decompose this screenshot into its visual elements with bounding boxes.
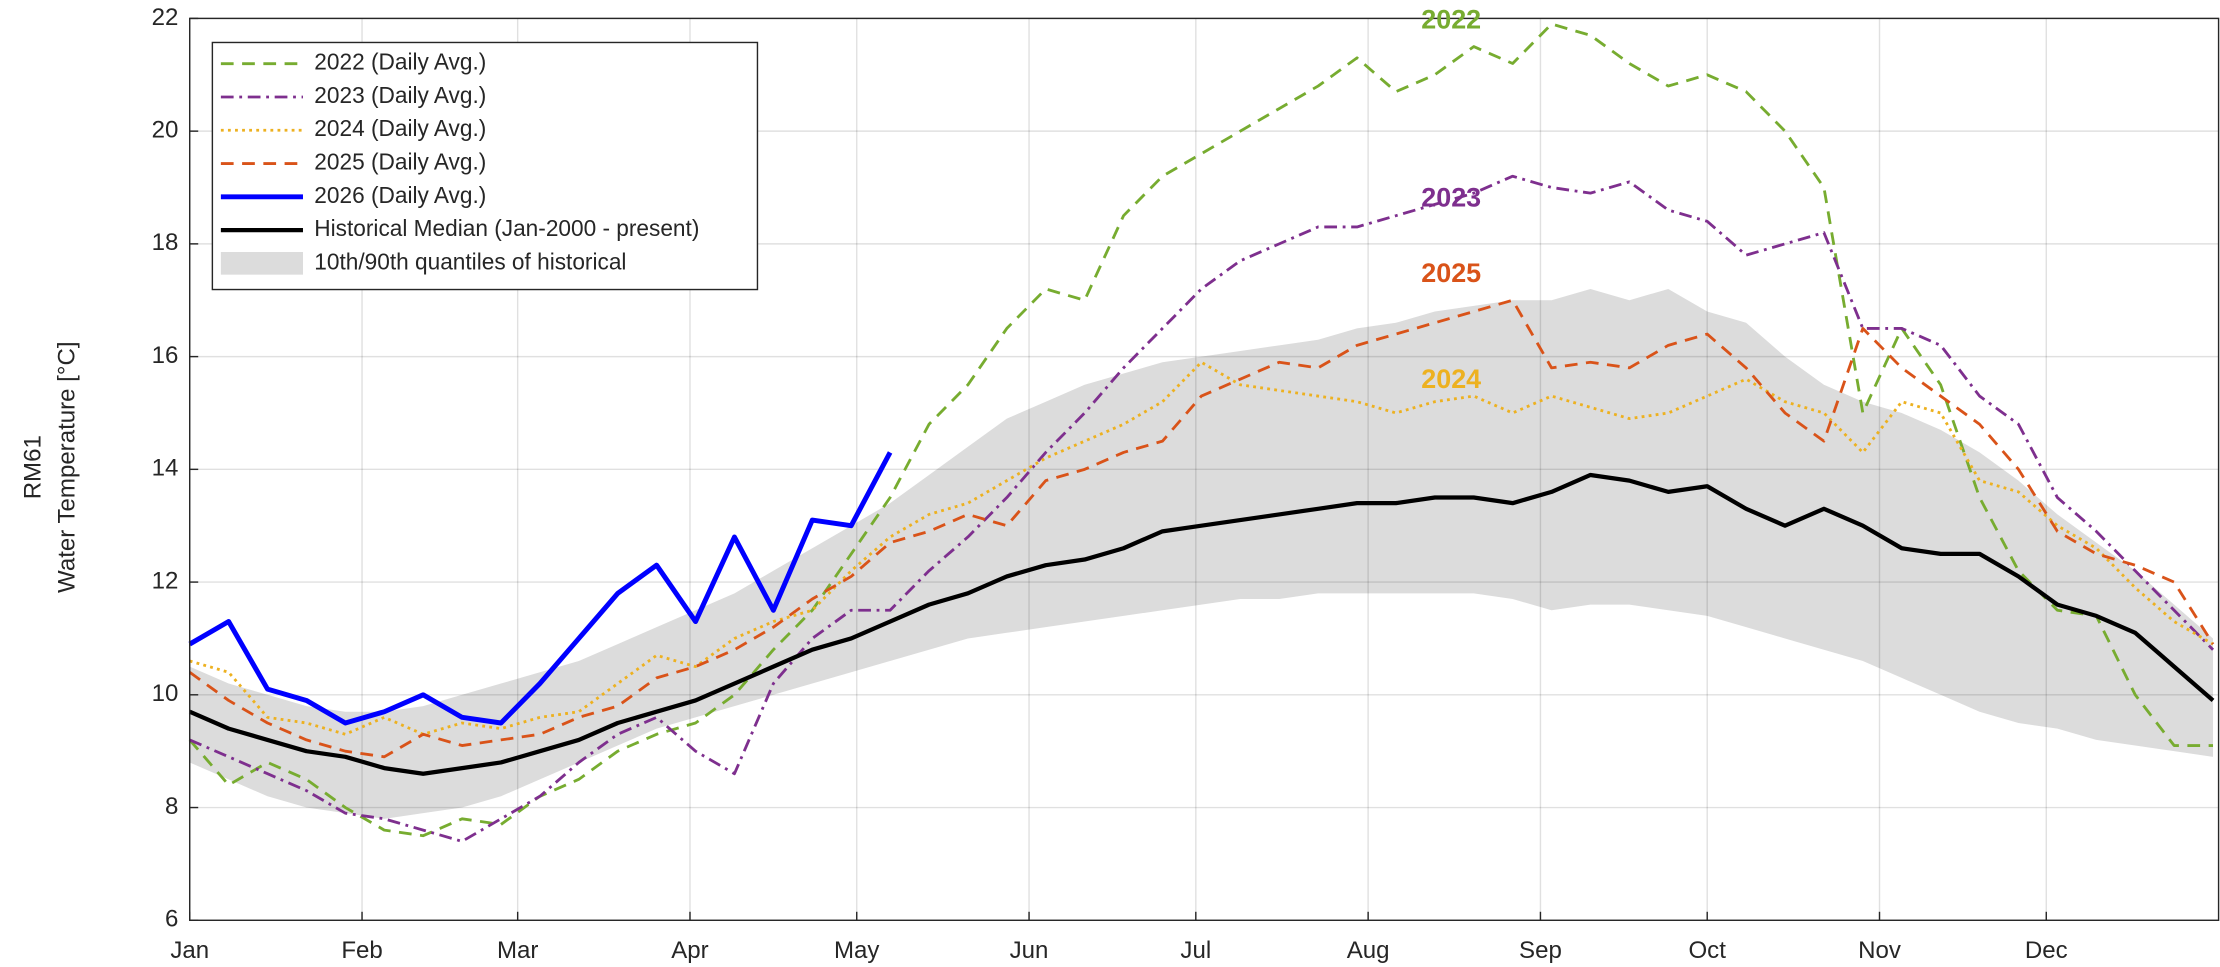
x-tick-label: Sep: [1519, 937, 1562, 964]
y-tick-label: 16: [152, 342, 179, 369]
x-tick-label: Jun: [1010, 937, 1049, 964]
annotation: 2023: [1421, 183, 1481, 213]
legend-label: 2025 (Daily Avg.): [314, 149, 486, 175]
x-tick-label: Nov: [1858, 937, 1901, 964]
y-tick-label: 10: [152, 680, 179, 707]
x-tick-label: Oct: [1688, 937, 1726, 964]
y-axis-label: Water Temperature [°C]: [53, 341, 80, 593]
x-tick-label: May: [834, 937, 879, 964]
series-line: [188, 451, 893, 726]
legend-swatch: [220, 252, 303, 275]
y-tick-label: 8: [165, 793, 178, 820]
legend-box: [211, 41, 759, 291]
annotation: 2025: [1421, 258, 1481, 288]
annotation: 2022: [1421, 4, 1481, 34]
series-line: [188, 472, 2215, 776]
quantile-band: [189, 288, 2214, 819]
y-tick-label: 6: [165, 906, 178, 933]
y-tick-label: 20: [152, 116, 179, 143]
plot-frame: [189, 17, 2220, 921]
legend-label: Historical Median (Jan-2000 - present): [314, 215, 699, 241]
x-tick-label: Jan: [170, 937, 209, 964]
x-tick-label: Jul: [1180, 937, 1211, 964]
legend-label: 10th/90th quantiles of historical: [314, 248, 626, 274]
legend-label: 2022 (Daily Avg.): [314, 49, 486, 75]
legend: 2022 (Daily Avg.) 2023 (Daily Avg.) 2024 (…: [211, 41, 759, 291]
series-line: [188, 298, 2215, 759]
x-tick-label: Feb: [341, 937, 382, 964]
y-tick-label: 14: [152, 455, 179, 482]
x-tick-label: Mar: [497, 937, 538, 964]
legend-label: 2023 (Daily Avg.): [314, 82, 486, 108]
series-line: [188, 22, 2214, 838]
y-tick-label: 18: [152, 229, 179, 256]
y-tick-label: 12: [152, 567, 179, 594]
series-line: [189, 174, 2215, 843]
x-tick-label: Aug: [1347, 937, 1390, 964]
legend-label: 2024 (Daily Avg.): [314, 115, 486, 141]
x-tick-label: Dec: [2025, 937, 2068, 964]
annotation: 2024: [1421, 364, 1481, 394]
y-axis-label: RM61: [19, 435, 46, 499]
x-tick-label: Apr: [671, 937, 708, 964]
legend-label: 2026 (Daily Avg.): [314, 182, 486, 208]
y-tick-label: 22: [152, 4, 179, 31]
